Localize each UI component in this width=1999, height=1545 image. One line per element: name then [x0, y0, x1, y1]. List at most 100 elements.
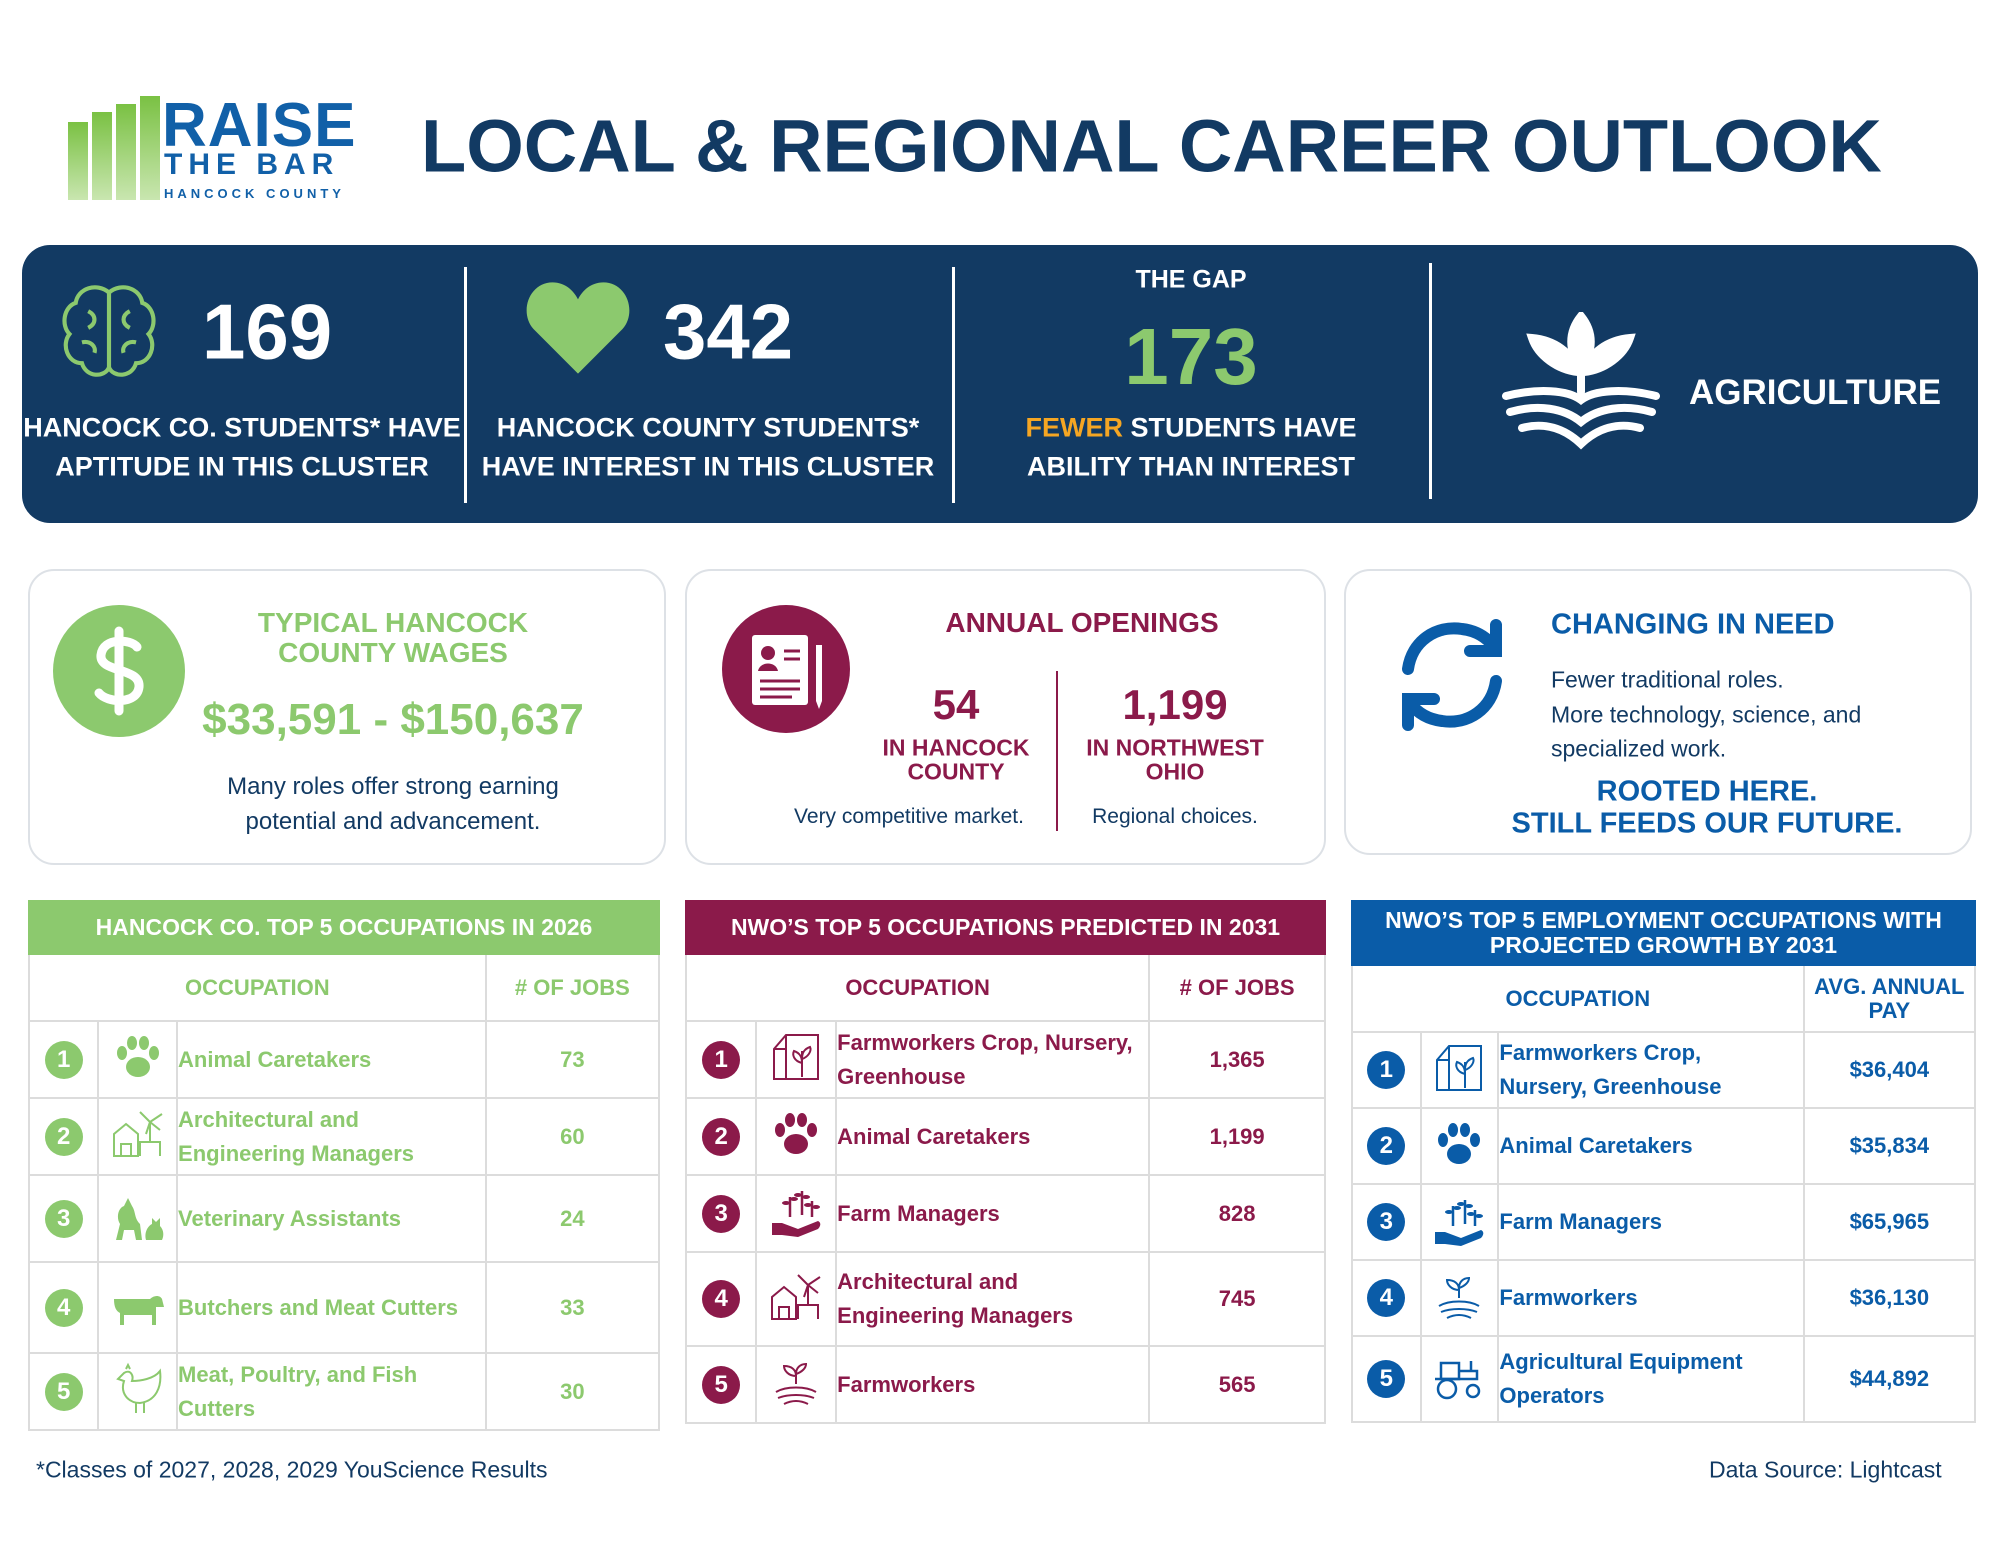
occupation-value: 1,365 — [1148, 1020, 1326, 1099]
occupation-value: 24 — [484, 1174, 661, 1263]
column-header: # OF JOBS — [484, 955, 661, 1022]
occupation-value: 1,199 — [1148, 1097, 1326, 1176]
occupation-icon — [1435, 1199, 1484, 1246]
occupation-name: Architectural and Engineering Managers — [176, 1097, 487, 1176]
logo-bars — [68, 96, 160, 200]
rank-cell: 5 — [27, 1352, 100, 1431]
stats-banner: 169 HANCOCK CO. STUDENTS* HAVE APTITUDE … — [22, 245, 1978, 523]
document-icon — [722, 605, 850, 733]
icon-cell — [1419, 1259, 1500, 1337]
occupation-name: Meat, Poultry, and Fish Cutters — [176, 1352, 487, 1431]
footnote: *Classes of 2027, 2028, 2029 YouScience … — [36, 1456, 548, 1483]
occupation-name: Animal Caretakers — [1497, 1107, 1805, 1185]
occupation-value: $35,834 — [1802, 1107, 1977, 1185]
occupation-value: 565 — [1148, 1345, 1326, 1424]
occupation-name: Farmworkers Crop, Nursery, Greenhouse — [1497, 1031, 1805, 1109]
rank-cell: 2 — [684, 1097, 758, 1176]
occupation-name: Farmworkers — [1497, 1259, 1805, 1337]
icon-cell — [755, 1174, 838, 1253]
occupation-value: $65,965 — [1802, 1183, 1977, 1261]
icon-cell — [97, 1097, 179, 1176]
occupation-icon — [115, 1362, 162, 1413]
rank-badge: 1 — [1367, 1051, 1406, 1089]
column-header: AVG. ANNUAL PAY — [1802, 966, 1977, 1033]
occupation-value: 73 — [484, 1020, 661, 1099]
divider — [952, 267, 955, 503]
divider — [1056, 671, 1058, 831]
column-header: OCCUPATION — [28, 955, 487, 1022]
table-row: 2 Architectural and Engineering Managers 6… — [27, 1097, 661, 1176]
rank-cell: 3 — [1351, 1183, 1422, 1261]
refresh-icon — [1402, 619, 1502, 731]
regional-openings: 1,199 — [1122, 681, 1228, 728]
rank-badge: 4 — [1367, 1279, 1406, 1317]
gap-label: THE GAP — [1135, 265, 1247, 294]
rank-badge: 5 — [1367, 1360, 1406, 1398]
occupation-icon — [1438, 1122, 1481, 1164]
rank-badge: 3 — [702, 1194, 741, 1233]
rank-badge: 3 — [1367, 1203, 1406, 1241]
header-row: OCCUPATION # OF JOBS — [28, 955, 661, 1022]
logo-raise: RAISE — [162, 91, 357, 160]
gap-text: ABILITY THAN INTEREST — [1026, 451, 1356, 482]
rank-cell: 2 — [27, 1097, 100, 1176]
occupation-value: 33 — [484, 1261, 661, 1354]
occupation-value: 30 — [484, 1352, 661, 1431]
logo-the-bar: THE BAR — [164, 148, 340, 181]
occupation-name: Farmworkers — [835, 1345, 1151, 1424]
cluster-name: AGRICULTURE — [1689, 373, 1942, 412]
rank-cell: 3 — [27, 1174, 100, 1263]
table-row: 2 Animal Caretakers $35,834 — [1351, 1107, 1977, 1185]
rank-cell: 2 — [1351, 1107, 1422, 1185]
header-row: OCCUPATION # OF JOBS — [684, 955, 1326, 1022]
aptitude-text: APTITUDE IN THIS CLUSTER — [55, 451, 429, 482]
occupation-icon — [773, 1034, 820, 1080]
rank-cell: 5 — [684, 1345, 758, 1424]
rank-badge: 1 — [702, 1040, 741, 1079]
local-note: Very competitive market. — [794, 805, 1024, 828]
occupation-icon — [772, 1191, 821, 1237]
occupation-name: Farmworkers Crop, Nursery, Greenhouse — [835, 1020, 1151, 1099]
local-openings: 54 — [932, 681, 980, 728]
table-row: 1 Animal Caretakers 73 — [27, 1020, 661, 1099]
heart-icon — [526, 282, 630, 374]
occupation-value: $36,130 — [1802, 1259, 1977, 1337]
column-header: OCCUPATION — [1351, 966, 1805, 1033]
icon-cell — [1419, 1183, 1500, 1261]
rank-badge: 4 — [44, 1288, 83, 1327]
occupation-name: Architectural and Engineering Managers — [835, 1251, 1151, 1347]
change-title: CHANGING IN NEED — [1551, 608, 1835, 641]
rank-cell: 4 — [1351, 1259, 1422, 1337]
rank-badge: 3 — [44, 1199, 83, 1238]
table-row: 1 Farmworkers Crop, Nursery, Greenhouse 1,… — [684, 1020, 1326, 1099]
occupation-value: $36,404 — [1802, 1031, 1977, 1109]
change-tagline: ROOTED HERE. — [1596, 775, 1818, 808]
icon-cell — [1419, 1031, 1500, 1109]
wages-title: COUNTY WAGES — [278, 637, 508, 668]
occupation-name: Agricultural Equipment Operators — [1497, 1335, 1805, 1423]
page-title: LOCAL & REGIONAL CAREER OUTLOOK — [421, 104, 1882, 188]
rank-badge: 1 — [44, 1040, 83, 1079]
rank-cell: 1 — [27, 1020, 100, 1099]
occupation-table: OCCUPATION # OF JOBS 1 Farmworkers Crop, Nu… — [684, 955, 1326, 1424]
icon-cell — [755, 1097, 838, 1176]
occupation-value: $44,892 — [1802, 1335, 1977, 1423]
table-row: 5 Meat, Poultry, and Fish Cutters 30 — [27, 1352, 661, 1431]
brain-icon — [62, 285, 156, 377]
regional-label: OHIO — [1145, 758, 1205, 785]
logo-county: HANCOCK COUNTY — [164, 186, 345, 201]
icon-cell — [1419, 1107, 1500, 1185]
interest-text: HANCOCK COUNTY STUDENTS* — [496, 412, 920, 443]
table-row: 3 Farm Managers 828 — [684, 1174, 1326, 1253]
table-row: 3 Farm Managers $65,965 — [1351, 1183, 1977, 1261]
gap-line: STUDENTS HAVE — [1130, 412, 1357, 443]
icon-cell — [97, 1352, 179, 1431]
openings-card: ANNUAL OPENINGS 54 IN HANCOCK COUNTY Ver… — [685, 569, 1326, 865]
occupation-icon — [1435, 1360, 1481, 1399]
gap-number: 173 — [1124, 312, 1258, 401]
occupation-name: Veterinary Assistants — [176, 1174, 487, 1263]
agriculture-icon — [1502, 312, 1660, 450]
occupation-icon — [116, 1036, 159, 1077]
